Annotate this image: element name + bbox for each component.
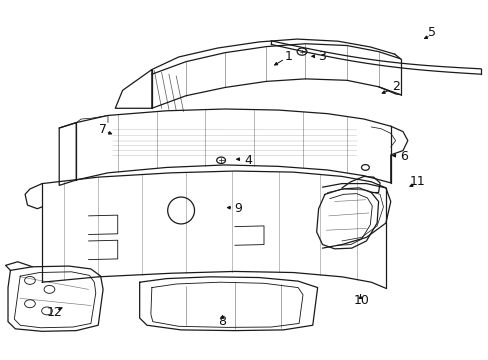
Text: 10: 10 [353, 294, 369, 307]
Text: 8: 8 [218, 315, 226, 328]
Text: 2: 2 [391, 80, 399, 93]
Text: 9: 9 [234, 202, 242, 215]
Text: 1: 1 [284, 50, 292, 63]
Text: 4: 4 [244, 154, 252, 167]
Text: 11: 11 [409, 175, 425, 188]
Text: 3: 3 [317, 50, 325, 63]
Text: 5: 5 [427, 27, 435, 40]
Text: 12: 12 [46, 306, 62, 319]
Text: 7: 7 [99, 123, 107, 136]
Text: 6: 6 [400, 150, 407, 163]
